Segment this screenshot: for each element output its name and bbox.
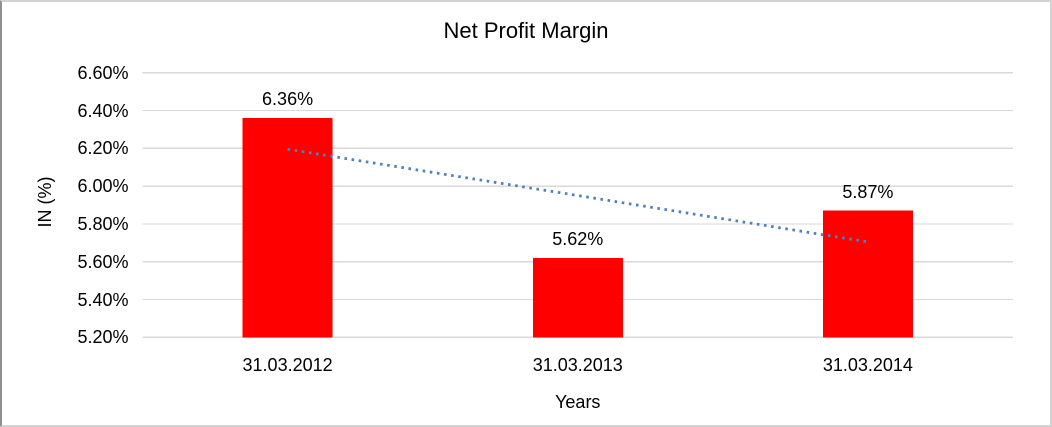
y-tick-label: 6.20% — [77, 138, 129, 159]
y-axis-title: IN (%) — [35, 176, 55, 228]
bar — [532, 257, 623, 338]
trendline — [287, 147, 869, 244]
y-tick-label: 5.40% — [77, 289, 129, 310]
chart-title: Net Profit Margin — [443, 18, 609, 43]
y-tick-label: 6.60% — [77, 62, 129, 83]
x-tick-label: 31.03.2014 — [822, 355, 913, 375]
x-tick-label: 31.03.2013 — [532, 355, 623, 375]
bar-value-label: 5.87% — [842, 181, 894, 202]
bar-value-label: 5.62% — [552, 228, 604, 249]
x-axis-title: Years — [555, 392, 601, 412]
y-tick-label: 5.60% — [77, 251, 129, 272]
y-tick-label: 6.00% — [77, 176, 129, 197]
bar — [242, 118, 333, 338]
y-tick-label: 5.80% — [77, 213, 129, 234]
x-tick-label: 31.03.2012 — [242, 355, 333, 375]
bar — [822, 210, 913, 338]
y-tick-label: 6.40% — [77, 100, 129, 121]
y-tick-label: 5.20% — [77, 327, 129, 348]
bar-value-label: 6.36% — [262, 89, 314, 110]
